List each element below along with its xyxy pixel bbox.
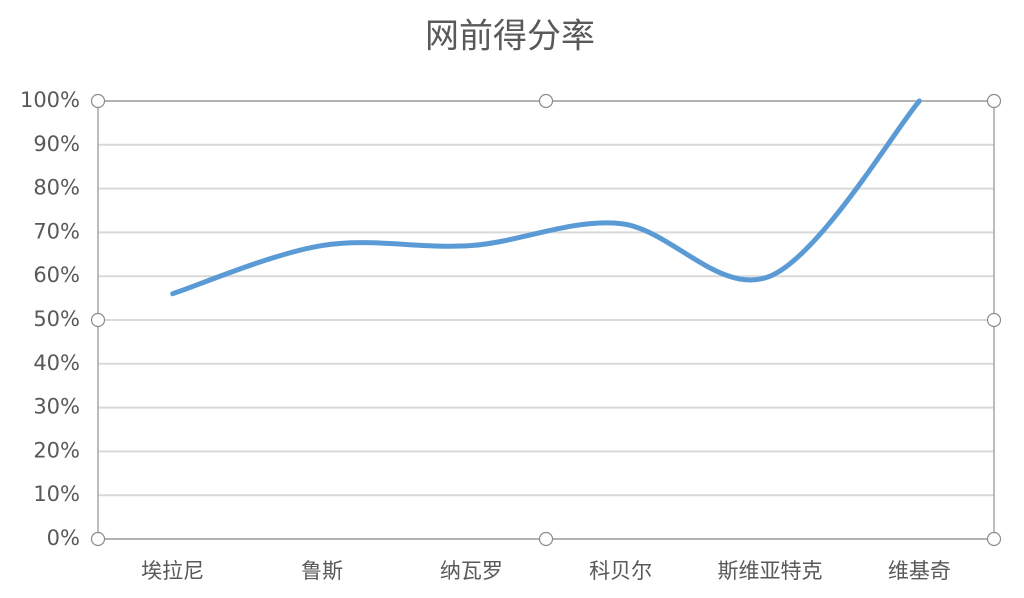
y-tick-label: 100% (20, 88, 80, 112)
y-tick-label: 60% (33, 263, 80, 287)
x-tick-label: 科贝尔 (589, 559, 652, 583)
y-tick-label: 30% (33, 395, 80, 419)
x-tick-label: 斯维亚特克 (718, 559, 823, 583)
selection-handle (538, 531, 554, 547)
x-tick-label: 纳瓦罗 (440, 559, 503, 583)
y-tick-label: 70% (33, 219, 80, 243)
selection-handle (90, 93, 106, 109)
selection-handle (986, 93, 1002, 109)
y-tick-label: 0% (47, 526, 80, 550)
x-tick-label: 鲁斯 (301, 559, 343, 583)
y-tick-label: 80% (33, 176, 80, 200)
chart-title: 网前得分率 (425, 17, 595, 57)
y-tick-label: 40% (33, 351, 80, 375)
x-tick-label: 埃拉尼 (141, 559, 204, 583)
y-tick-label: 20% (33, 438, 80, 462)
selection-handle (986, 531, 1002, 547)
selection-handle (538, 93, 554, 109)
line (170, 98, 922, 297)
y-tick-label: 90% (33, 132, 80, 156)
y-tick-label: 10% (33, 482, 80, 506)
selection-handle (986, 312, 1002, 328)
selection-handle (90, 531, 106, 547)
x-tick-label: 维基奇 (888, 559, 951, 583)
selection-handle (90, 312, 106, 328)
y-tick-label: 50% (33, 307, 80, 331)
